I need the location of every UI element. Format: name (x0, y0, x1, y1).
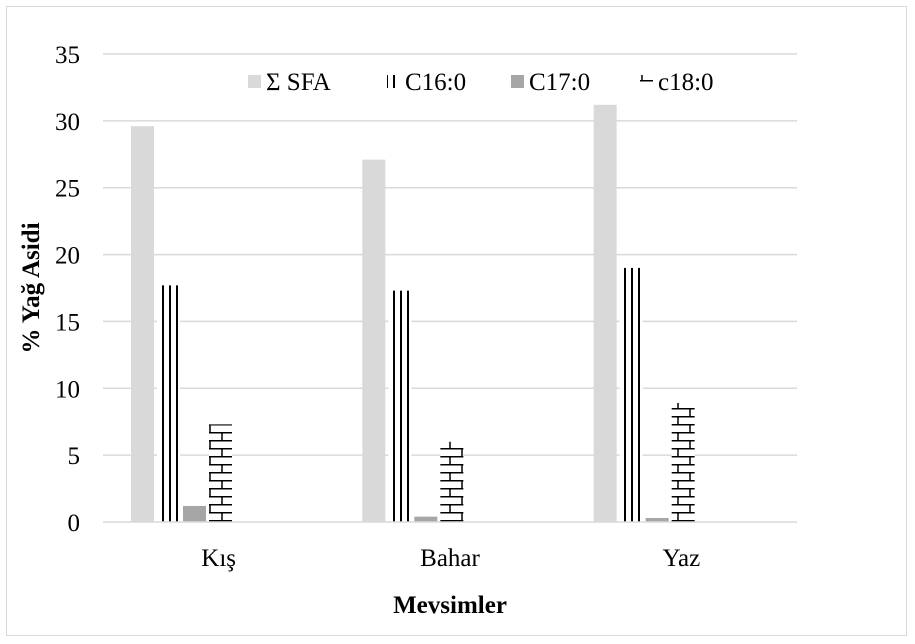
bar-c170-1 (414, 516, 438, 522)
bar-c180-2 (671, 402, 695, 522)
bar-c170-2 (645, 517, 669, 522)
y-tick-label: 35 (55, 42, 80, 69)
x-category-label: Bahar (420, 545, 480, 572)
bar-c180-1 (440, 441, 464, 522)
y-tick-label: 20 (55, 243, 80, 270)
bars (131, 104, 695, 523)
bar-c160-1 (388, 290, 412, 522)
legend-label: C16:0 (405, 69, 466, 96)
y-tick-label: 15 (55, 309, 80, 336)
legend-label: c18:0 (658, 69, 714, 96)
y-axis-ticks: 0 5 10 15 20 25 30 35 (55, 42, 80, 537)
legend-label: Σ SFA (266, 69, 331, 96)
gridlines (103, 53, 797, 456)
y-tick-label: 25 (55, 176, 80, 203)
bar-c180-0 (209, 424, 232, 522)
bar-sfa-0 (131, 126, 154, 522)
x-axis-title: Mevsimler (393, 592, 507, 619)
y-axis-title: % Yağ Asidi (18, 222, 45, 353)
bar-c160-0 (157, 285, 180, 522)
bar-sfa-1 (362, 159, 386, 523)
legend-swatch (248, 75, 261, 88)
y-tick-label: 5 (68, 443, 81, 470)
legend-swatch (511, 75, 524, 88)
bar-sfa-2 (593, 104, 617, 522)
y-tick-label: 30 (55, 109, 80, 136)
x-category-label: Kış (201, 545, 236, 572)
bar-c170-0 (183, 505, 206, 522)
legend-label: C17:0 (529, 69, 590, 96)
y-tick-label: 10 (55, 376, 80, 403)
bar-c160-2 (619, 267, 643, 522)
x-axis-categories: Kış Bahar Yaz (201, 545, 700, 572)
legend: Σ SFA C16:0 C17:0 c18:0 (248, 69, 714, 96)
x-category-label: Yaz (662, 545, 700, 572)
y-tick-label: 0 (68, 510, 81, 537)
legend-swatch (640, 75, 653, 88)
legend-swatch (387, 75, 400, 88)
